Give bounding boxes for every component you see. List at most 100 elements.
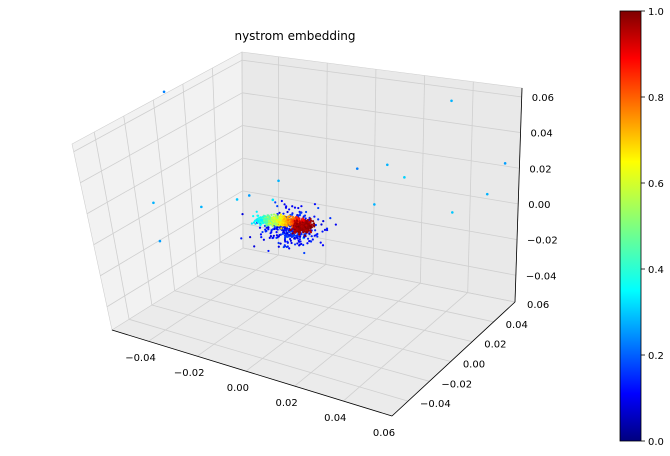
- scatter-point: [303, 251, 306, 255]
- scatter-point: [267, 221, 271, 224]
- scatter-point: [290, 235, 293, 238]
- scatter-point: [285, 220, 288, 223]
- scatter-point: [240, 237, 243, 240]
- scatter-point: [280, 227, 283, 230]
- scatter-point: [273, 226, 276, 229]
- scatter-point: [298, 217, 301, 220]
- scatter-point: [278, 218, 281, 222]
- scatter-point: [272, 234, 275, 237]
- scatter-point: [295, 222, 298, 225]
- scatter-point: [306, 237, 310, 240]
- scatter-point: [309, 240, 313, 243]
- scatter-point: [284, 206, 288, 209]
- scatter-point: [321, 244, 325, 247]
- scatter-point: [271, 218, 274, 221]
- grid-lines: [73, 51, 523, 417]
- scatter-point: [265, 226, 268, 229]
- scatter-point: [270, 213, 273, 216]
- y-tick-label: 0.02: [484, 340, 506, 351]
- scatter-point: [267, 217, 270, 220]
- scatter-point: [485, 192, 489, 196]
- scatter-point: [281, 232, 284, 235]
- scatter-point: [259, 218, 262, 222]
- scatter-point: [270, 229, 273, 232]
- scatter-point: [247, 194, 251, 197]
- scatter-point: [263, 215, 267, 218]
- scatter-point: [303, 214, 306, 218]
- scatter-point: [288, 208, 291, 211]
- scatter-point: [162, 90, 166, 94]
- scatter-point: [317, 218, 320, 221]
- scatter-point: [293, 243, 297, 246]
- scatter-point: [293, 219, 296, 223]
- scatter-point: [261, 230, 264, 234]
- scatter-point: [267, 228, 270, 231]
- z-tick-label: −0.02: [527, 236, 558, 247]
- scatter-point: [295, 219, 299, 222]
- scatter-point: [286, 232, 289, 235]
- colorbar-tick-label: 0.8: [648, 93, 664, 104]
- scatter-point: [298, 235, 302, 239]
- scatter-point: [254, 222, 257, 225]
- scatter-point: [267, 249, 270, 253]
- scatter-point: [293, 236, 296, 240]
- scatter-point: [272, 216, 275, 219]
- colorbar-tick-label: 0.6: [648, 179, 664, 190]
- scatter-point: [289, 229, 292, 232]
- scatter-point: [288, 247, 291, 250]
- scatter-point: [292, 216, 295, 219]
- scatter-point: [298, 233, 301, 236]
- scatter-point: [278, 211, 281, 214]
- scatter-point: [287, 218, 290, 222]
- colorbar-ticks: 0.0 0.2 0.4 0.6 0.8 1.0: [641, 7, 664, 448]
- scatter-point: [285, 227, 288, 230]
- z-tick-label: −0.04: [526, 271, 557, 282]
- scatter-point: [311, 220, 315, 223]
- scatter-point: [305, 231, 308, 234]
- scatter-point: [296, 242, 299, 245]
- scatter-point: [309, 231, 313, 234]
- scatter-point: [295, 234, 299, 238]
- scatter-point: [451, 211, 454, 214]
- scatter-point: [307, 223, 310, 227]
- scatter-point: [275, 234, 279, 237]
- scatter-point: [287, 230, 291, 234]
- scatter-point: [313, 203, 317, 206]
- scatter-point: [256, 214, 260, 217]
- scatter-point: [300, 205, 303, 208]
- scatter-point: [261, 221, 265, 225]
- colorbar-tick-label: 1.0: [648, 7, 664, 18]
- scatter-point: [306, 242, 309, 245]
- scatter-point: [263, 219, 266, 222]
- scatter-point: [286, 215, 289, 219]
- scatter-point: [321, 230, 324, 233]
- scatter-point: [291, 232, 294, 235]
- scatter-point: [297, 225, 300, 228]
- scatter-point: [293, 226, 297, 229]
- scatter-point: [304, 210, 308, 214]
- scatter-point: [323, 228, 327, 231]
- x-tick-label: −0.04: [125, 353, 156, 364]
- scatter-point: [298, 226, 301, 230]
- scatter-point: [302, 230, 306, 233]
- scatter-point: [200, 205, 203, 209]
- scatter-point: [277, 179, 280, 183]
- scatter-point: [274, 215, 278, 218]
- scatter-point: [298, 220, 301, 223]
- scatter-point: [291, 213, 294, 216]
- scatter-point: [298, 243, 301, 246]
- scatter-point: [309, 225, 312, 228]
- x-tick-label: 0.04: [324, 413, 346, 424]
- scatter-point: [252, 215, 255, 218]
- scatter-point: [298, 222, 302, 225]
- scatter-point: [278, 216, 281, 220]
- scatter-point: [279, 242, 282, 245]
- scatter-point: [275, 227, 278, 230]
- scatter-point: [274, 201, 277, 204]
- scatter-point: [313, 234, 316, 237]
- scatter-point: [265, 219, 268, 222]
- scatter-point: [301, 217, 304, 220]
- scatter-point: [293, 234, 296, 237]
- scatter-point: [403, 176, 406, 179]
- z-tick-label: 0.00: [528, 200, 550, 211]
